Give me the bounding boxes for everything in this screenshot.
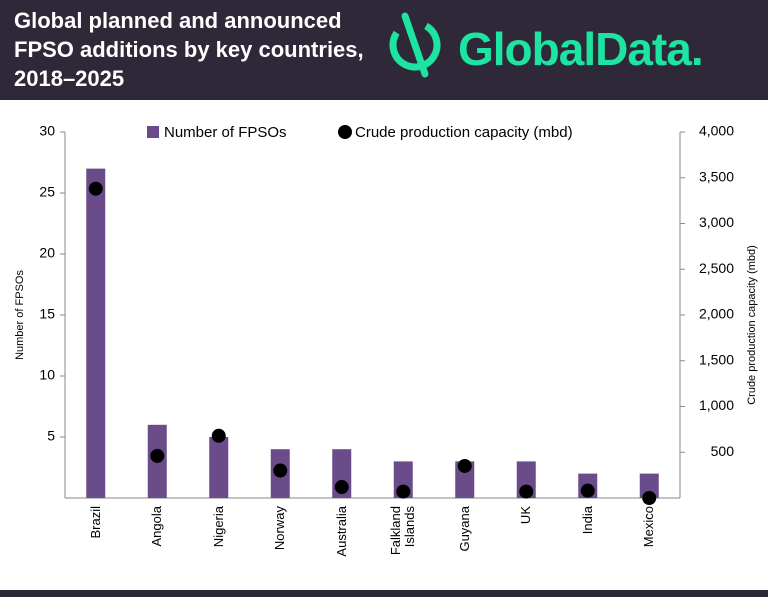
dot bbox=[211, 428, 226, 443]
footer-band bbox=[0, 590, 768, 597]
x-tick-label: Australia bbox=[333, 506, 349, 557]
x-tick-label: Nigeria bbox=[210, 506, 226, 548]
y-tick-label: 20 bbox=[39, 245, 55, 261]
chart-title: Global planned and announced FPSO additi… bbox=[14, 8, 364, 91]
y2-tick-label: 2,000 bbox=[699, 306, 734, 322]
y2-tick-label: 2,500 bbox=[699, 260, 734, 276]
header: Global planned and announced FPSO additi… bbox=[0, 0, 768, 100]
legend-label: Number of FPSOs bbox=[164, 124, 287, 141]
x-tick-label: Falkland Islands bbox=[388, 506, 418, 556]
logo-icon bbox=[389, 12, 441, 78]
bar bbox=[209, 437, 229, 498]
legend-label: Crude production capacity (mbd) bbox=[355, 124, 573, 141]
bar bbox=[86, 168, 106, 498]
x-tick-label: Brazil bbox=[87, 506, 103, 539]
y-tick-label: 30 bbox=[39, 123, 55, 139]
x-tick-label: Angola bbox=[149, 506, 165, 547]
dot bbox=[396, 484, 411, 499]
y2-tick-label: 3,000 bbox=[699, 214, 734, 230]
y-tick-label: 25 bbox=[39, 184, 55, 200]
y2-tick-label: 1,000 bbox=[699, 397, 734, 413]
dot bbox=[580, 483, 595, 498]
x-tick-label: Norway bbox=[272, 506, 288, 551]
brand-logo: GlobalData. bbox=[458, 23, 704, 75]
y-axis-title: Number of FPSOs bbox=[14, 270, 26, 360]
x-tick-label: Guyana bbox=[456, 506, 472, 552]
y-tick-label: 10 bbox=[39, 367, 55, 383]
y2-axis-title: Crude production capacity (mbd) bbox=[746, 245, 758, 405]
dot bbox=[88, 181, 103, 196]
legend-swatch bbox=[147, 126, 159, 138]
legend-swatch bbox=[338, 125, 352, 139]
dot bbox=[150, 448, 165, 463]
y-tick-label: 15 bbox=[39, 306, 55, 322]
y2-tick-label: 3,500 bbox=[699, 168, 734, 184]
dot bbox=[334, 480, 349, 495]
dot bbox=[519, 484, 534, 499]
y2-tick-label: 500 bbox=[711, 443, 735, 459]
bar bbox=[639, 473, 659, 498]
dot bbox=[457, 458, 472, 473]
y-tick-label: 5 bbox=[47, 428, 55, 444]
x-tick-label: India bbox=[579, 506, 595, 535]
y2-tick-label: 4,000 bbox=[699, 123, 734, 139]
dot bbox=[642, 491, 657, 505]
x-tick-label: UK bbox=[518, 506, 534, 525]
y2-tick-label: 1,500 bbox=[699, 351, 734, 367]
x-tick-label: Mexico bbox=[641, 506, 657, 548]
dot bbox=[273, 463, 288, 478]
